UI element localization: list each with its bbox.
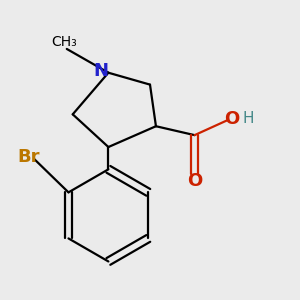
Text: O: O	[187, 172, 202, 190]
Text: Br: Br	[17, 148, 39, 166]
Text: N: N	[94, 62, 109, 80]
Text: H: H	[242, 111, 254, 126]
Text: CH₃: CH₃	[51, 34, 77, 49]
Text: O: O	[224, 110, 239, 128]
